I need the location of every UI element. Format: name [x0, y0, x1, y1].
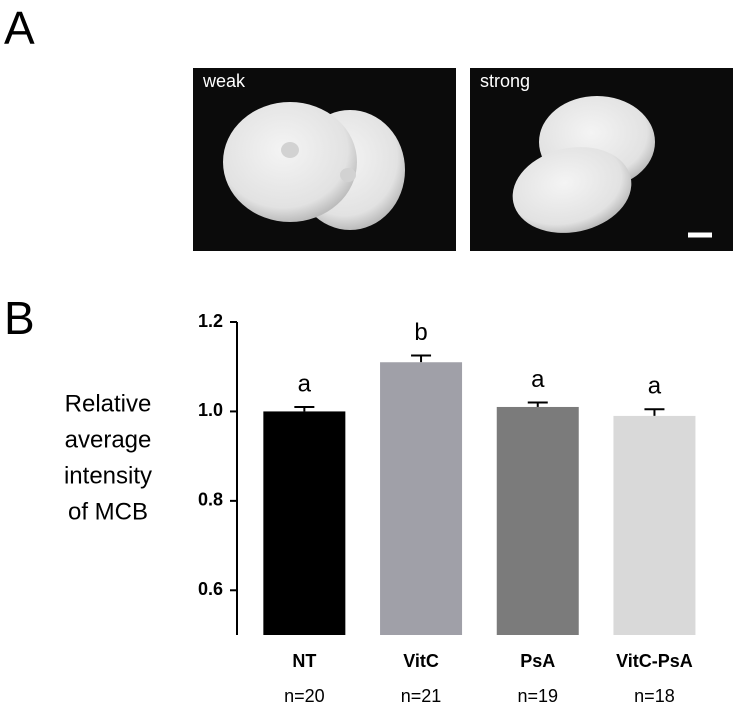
significance-label: a — [648, 373, 662, 400]
y-axis-label: Relative — [65, 390, 152, 417]
image-label: weak — [202, 71, 246, 91]
significance-label: a — [531, 366, 545, 393]
n-label: n=18 — [634, 686, 675, 706]
y-tick-label: 0.8 — [198, 490, 223, 510]
panel-label: A — [4, 2, 35, 54]
x-tick-label: VitC-PsA — [616, 651, 693, 671]
significance-label: a — [298, 370, 312, 397]
panel-label: B — [4, 292, 35, 344]
micrograph: weak — [193, 68, 456, 251]
x-tick-label: NT — [292, 651, 316, 671]
y-tick-label: 1.2 — [198, 311, 223, 331]
bar — [263, 411, 346, 635]
bar — [496, 406, 579, 635]
x-tick-label: PsA — [520, 651, 555, 671]
significance-label: b — [414, 319, 427, 346]
y-axis-label: average — [65, 426, 152, 453]
chart: 0.6 0.8 1.0 1.2 Relative average intensity of M… — [64, 311, 696, 706]
n-label: n=20 — [284, 686, 325, 706]
y-tick-label: 1.0 — [198, 400, 223, 420]
n-label: n=19 — [517, 686, 558, 706]
image-label: strong — [480, 71, 530, 91]
micrograph: strong — [470, 68, 733, 251]
y-axis-label: intensity — [64, 462, 152, 489]
y-axis-label: of MCB — [68, 498, 148, 525]
bar — [380, 362, 463, 635]
bar — [613, 415, 696, 635]
y-tick-label: 0.6 — [198, 579, 223, 599]
n-label: n=21 — [401, 686, 442, 706]
x-tick-label: VitC — [403, 651, 439, 671]
